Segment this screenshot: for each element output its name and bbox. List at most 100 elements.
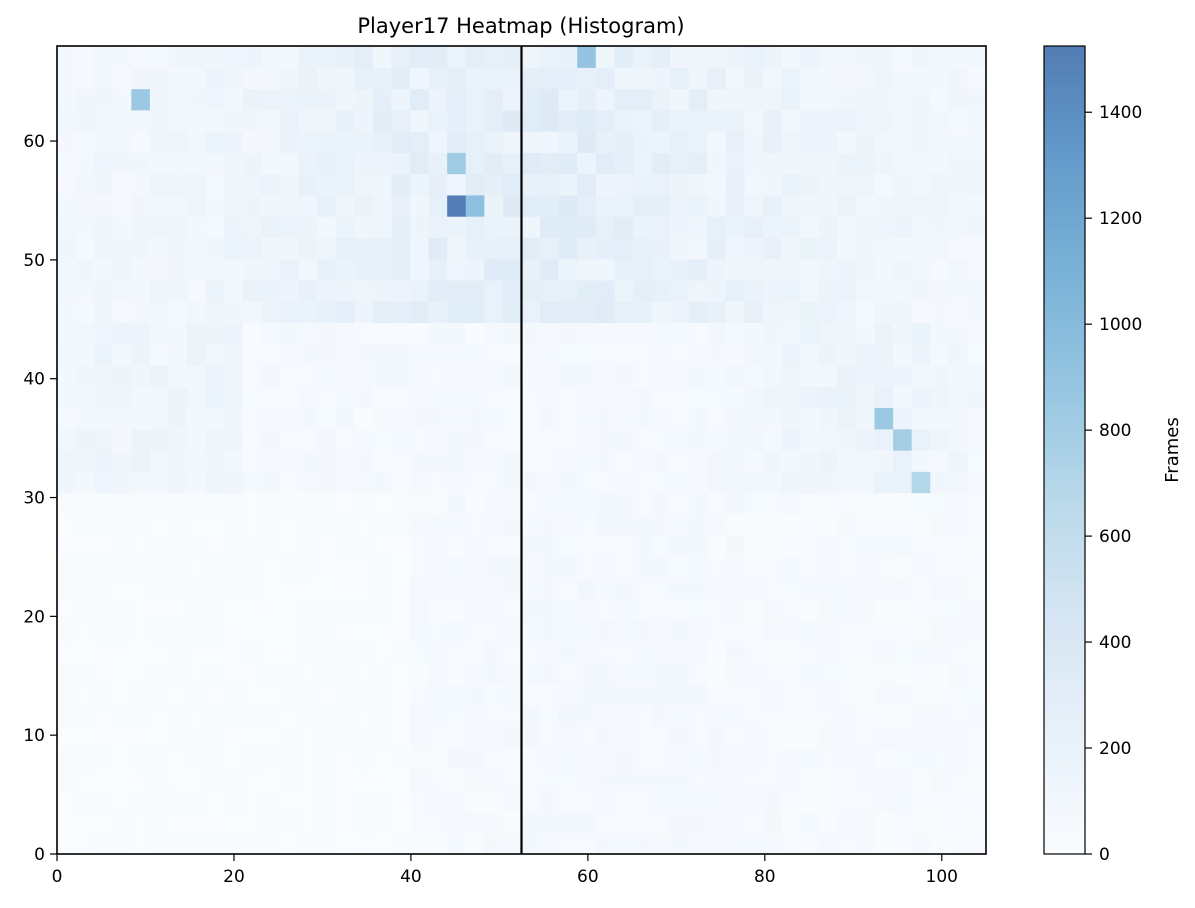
heatmap-cell <box>688 194 708 217</box>
heatmap-cell <box>911 535 931 557</box>
heatmap-cell <box>317 450 337 472</box>
heatmap-cell <box>577 768 597 791</box>
heatmap-cell <box>131 279 151 302</box>
heatmap-cell <box>149 364 170 387</box>
heatmap-cell <box>707 88 727 111</box>
heatmap-cell <box>94 662 114 685</box>
heatmap-cell <box>837 471 857 494</box>
heatmap-cell <box>948 641 969 664</box>
heatmap-cell <box>540 747 560 770</box>
heatmap-cell <box>800 428 820 451</box>
heatmap-cell <box>465 726 485 749</box>
heatmap-cell <box>893 747 913 770</box>
heatmap-cell <box>465 513 485 536</box>
heatmap-cell <box>242 811 262 834</box>
heatmap-cell <box>465 811 485 834</box>
heatmap-cell <box>614 131 634 153</box>
heatmap-cell <box>242 726 262 749</box>
heatmap-cell <box>447 258 467 281</box>
heatmap-cell <box>410 407 430 430</box>
heatmap-cell <box>391 67 411 90</box>
heatmap-cell <box>800 620 820 642</box>
heatmap-cell <box>577 46 597 68</box>
heatmap-cell <box>725 768 746 791</box>
heatmap-cell <box>75 152 95 175</box>
heatmap-cell <box>75 88 95 111</box>
heatmap-cell <box>725 471 746 494</box>
heatmap-cell <box>911 279 931 302</box>
heatmap-cell <box>632 556 653 579</box>
heatmap-cell <box>75 556 95 579</box>
heatmap-cell <box>149 173 170 196</box>
heatmap-cell <box>614 428 634 451</box>
heatmap-cell <box>57 811 77 834</box>
heatmap-cell <box>447 471 467 494</box>
heatmap-cell <box>465 194 485 217</box>
heatmap-cell <box>261 705 281 728</box>
heatmap-cell <box>112 216 132 238</box>
heatmap-cell <box>465 216 485 238</box>
heatmap-cell <box>484 790 504 813</box>
heatmap-cell <box>168 683 188 706</box>
heatmap-cell <box>484 428 504 451</box>
heatmap-cell <box>707 386 727 409</box>
heatmap-cell <box>595 683 615 706</box>
heatmap-cell <box>428 598 448 621</box>
heatmap-cell <box>744 556 764 579</box>
heatmap-cell <box>540 364 560 387</box>
heatmap-cell <box>688 790 708 813</box>
heatmap-cell <box>725 726 746 749</box>
heatmap-cell <box>725 641 746 664</box>
heatmap-cell <box>948 832 969 855</box>
heatmap-cell <box>818 386 838 409</box>
heatmap-cell <box>484 279 504 302</box>
heatmap-cell <box>614 173 634 196</box>
heatmap-cell <box>763 407 783 430</box>
heatmap-cell <box>948 620 969 642</box>
x-tick-label: 20 <box>223 867 245 887</box>
heatmap-cell <box>317 131 337 153</box>
heatmap-cell <box>447 768 467 791</box>
heatmap-cell <box>874 535 894 557</box>
heatmap-cell <box>874 152 894 175</box>
heatmap-cell <box>893 811 913 834</box>
heatmap-cell <box>688 577 708 600</box>
heatmap-cell <box>540 407 560 430</box>
heatmap-cell <box>94 237 114 260</box>
heatmap-cell <box>967 513 987 536</box>
heatmap-cell <box>837 301 857 324</box>
heatmap-cell <box>540 832 560 855</box>
heatmap-cell <box>763 152 783 175</box>
heatmap-cell <box>354 492 374 515</box>
heatmap-cell <box>818 109 838 132</box>
heatmap-cell <box>688 768 708 791</box>
heatmap-cell <box>205 556 225 579</box>
heatmap-cell <box>632 131 653 153</box>
heatmap-cell <box>763 705 783 728</box>
heatmap-cell <box>707 492 727 515</box>
heatmap-cell <box>75 726 95 749</box>
heatmap-cell <box>279 705 300 728</box>
heatmap-cell <box>930 768 950 791</box>
heatmap-cell <box>149 152 170 175</box>
heatmap-cell <box>502 67 523 90</box>
heatmap-cell <box>354 535 374 557</box>
heatmap-cell <box>428 450 448 472</box>
heatmap-cell <box>354 88 374 111</box>
heatmap-cell <box>94 152 114 175</box>
heatmap-cell <box>521 471 541 494</box>
heatmap-cell <box>428 535 448 557</box>
heatmap-cell <box>855 811 876 834</box>
heatmap-cell <box>632 109 653 132</box>
heatmap-cell <box>131 790 151 813</box>
heatmap-cell <box>707 811 727 834</box>
heatmap-cell <box>391 471 411 494</box>
heatmap-cell <box>874 662 894 685</box>
heatmap-cell <box>855 109 876 132</box>
heatmap-cell <box>874 386 894 409</box>
heatmap-cell <box>540 705 560 728</box>
heatmap-cell <box>614 811 634 834</box>
heatmap-cell <box>855 535 876 557</box>
heatmap-cell <box>335 343 355 366</box>
heatmap-cell <box>484 683 504 706</box>
